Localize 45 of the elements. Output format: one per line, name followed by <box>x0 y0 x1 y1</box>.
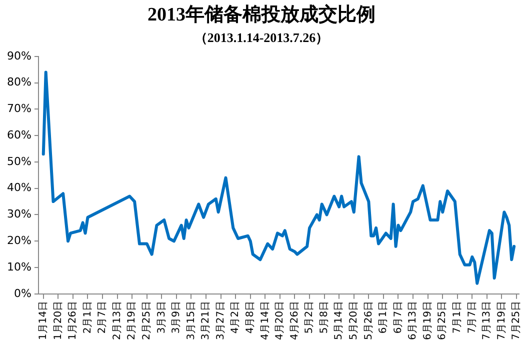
x-tick-label: 4月26日 <box>289 300 300 340</box>
x-tick-label: 4月2日 <box>230 300 242 334</box>
y-tick-label: 90% <box>6 49 32 62</box>
x-tick-label: 7月25日 <box>511 300 522 340</box>
x-tick-label: 5月14日 <box>334 300 345 340</box>
x-tick-label: 2月13日 <box>112 300 123 340</box>
x-tick-label: 2月7日 <box>97 300 108 334</box>
chart-title: 2013年储备棉投放成交比例 <box>148 3 376 26</box>
y-tick-label: 80% <box>6 76 32 89</box>
x-tick-label: 6月19日 <box>422 300 434 340</box>
x-tick-label: 2月25日 <box>141 300 152 340</box>
x-tick-label: 7月1日 <box>452 300 463 334</box>
x-tick-label: 6月7日 <box>392 300 404 334</box>
x-tick-label: 6月25日 <box>437 300 448 340</box>
x-tick-label: 7月13日 <box>482 300 493 340</box>
x-tick-label: 6月13日 <box>408 300 419 340</box>
y-tick-label: 60% <box>6 128 32 142</box>
x-tick-label: 2月19日 <box>126 300 138 340</box>
x-tick-label: 3月21日 <box>200 300 212 340</box>
y-tick-label: 30% <box>6 208 32 221</box>
chart-subtitle: （2013.1.14-2013.7.26） <box>194 30 329 45</box>
x-tick-label: 3月9日 <box>171 300 182 334</box>
x-tick-label: 7月19日 <box>496 300 508 340</box>
x-tick-label: 5月8日 <box>318 300 330 334</box>
y-tick-label: 70% <box>6 102 32 116</box>
x-tick-label: 3月27日 <box>215 300 226 340</box>
y-tick-label: 50% <box>6 154 32 168</box>
y-tick-label: 0% <box>14 286 32 300</box>
x-tick-label: 6月1日 <box>378 300 390 334</box>
x-tick-label: 1月20日 <box>52 300 64 340</box>
y-tick-label: 10% <box>6 260 32 274</box>
x-tick-label: 5月20日 <box>348 300 360 340</box>
x-tick-label: 5月26日 <box>363 300 374 340</box>
x-tick-label: 3月3日 <box>156 300 168 334</box>
y-tick-label: 20% <box>6 234 32 247</box>
x-tick-label: 4月20日 <box>274 300 286 340</box>
x-tick-label: 7月7日 <box>466 300 478 334</box>
x-tick-label: 4月14日 <box>260 300 271 340</box>
x-tick-label: 1月26日 <box>68 300 79 340</box>
x-tick-label: 3月15日 <box>186 300 197 340</box>
x-tick-label: 1月14日 <box>38 300 49 340</box>
x-tick-label: 4月8日 <box>244 300 256 334</box>
x-tick-label: 5月2日 <box>304 300 316 334</box>
y-tick-label: 40% <box>6 181 32 194</box>
x-tick-label: 2月1日 <box>82 300 94 334</box>
